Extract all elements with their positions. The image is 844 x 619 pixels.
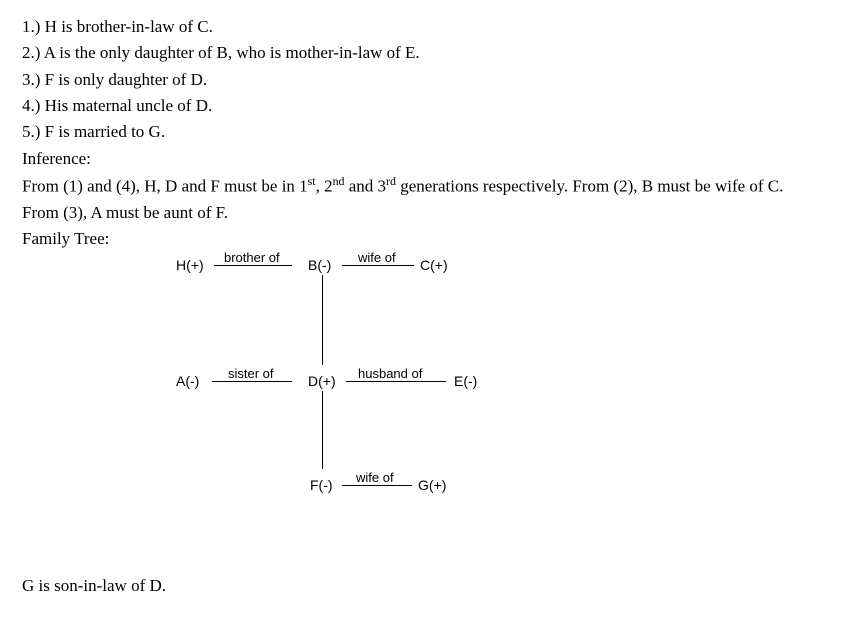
node-f: F(-) [310,475,333,497]
node-g: G(+) [418,475,446,497]
premise-item: 2.) A is the only daughter of B, who is … [22,40,822,66]
edge-line [322,391,323,469]
edge-line [322,275,323,365]
premise-item: 3.) F is only daughter of D. [22,67,822,93]
ordinal-sup: nd [333,174,345,188]
node-a: A(-) [176,371,199,393]
premise-item: 1.) H is brother-in-law of C. [22,14,822,40]
ordinal-sup: rd [386,174,396,188]
premise-item: 4.) His maternal uncle of D. [22,93,822,119]
node-h: H(+) [176,255,204,277]
inference-segment: From (1) and (4), H, D and F must be in … [22,177,308,196]
inference-segment: and 3 [345,177,387,196]
family-tree-heading: Family Tree: [22,226,822,252]
family-tree-diagram: H(+) brother of B(-) wife of C(+) A(-) s… [162,253,762,573]
inference-text: From (1) and (4), H, D and F must be in … [22,172,822,226]
inference-segment: , 2 [316,177,333,196]
rel-sister-of: sister of [228,364,274,384]
rel-brother-of: brother of [224,248,280,268]
rel-wife-of: wife of [356,468,394,488]
node-c: C(+) [420,255,448,277]
rel-husband-of: husband of [358,364,422,384]
node-b: B(-) [308,255,331,277]
rel-wife-of: wife of [358,248,396,268]
conclusion-text: G is son-in-law of D. [22,573,822,599]
node-d: D(+) [308,371,336,393]
node-e: E(-) [454,371,477,393]
inference-heading: Inference: [22,146,822,172]
ordinal-sup: st [308,174,316,188]
premise-item: 5.) F is married to G. [22,119,822,145]
